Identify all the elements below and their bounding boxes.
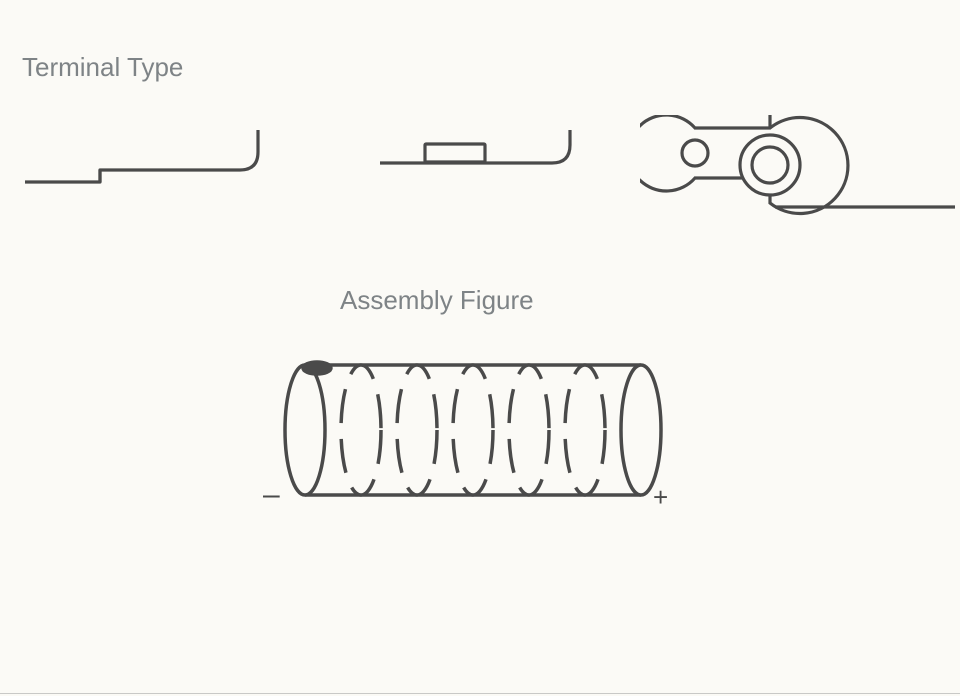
terminal3-big-ring-outer xyxy=(740,135,800,195)
terminal-diagram-2 xyxy=(380,130,575,200)
terminal2-slot xyxy=(425,144,485,162)
assembly-minus-label: – xyxy=(263,478,280,511)
terminal-type-heading: Terminal Type xyxy=(22,52,183,83)
assembly-cells xyxy=(285,365,661,495)
assembly-end-cap xyxy=(303,362,331,374)
assembly-plus-label: + xyxy=(653,482,668,512)
bottom-divider xyxy=(0,693,960,694)
terminal1-outline xyxy=(25,130,258,182)
terminal-diagram-1 xyxy=(25,130,270,200)
terminal-diagram-3 xyxy=(640,115,955,225)
assembly-figure: – + xyxy=(245,340,725,520)
assembly-figure-heading: Assembly Figure xyxy=(340,285,534,316)
terminal2-outline xyxy=(380,130,570,163)
